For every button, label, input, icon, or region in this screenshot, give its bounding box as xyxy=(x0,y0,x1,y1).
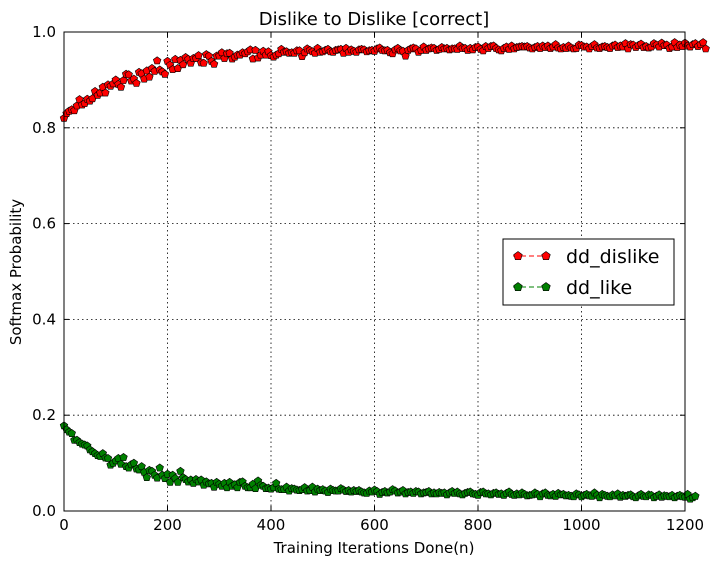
data-point-dd-dislike xyxy=(178,60,188,69)
y-tick-labels: 0.0 0.2 0.4 0.6 0.8 1.0 xyxy=(32,23,56,520)
data-point-dd-dislike xyxy=(199,58,208,67)
legend-marker-dd-like xyxy=(513,282,523,291)
data-point-dd-like xyxy=(137,462,146,470)
series-dd-dislike xyxy=(59,38,710,122)
data-point-dd-dislike xyxy=(698,38,708,47)
data-point-dd-like xyxy=(142,473,151,482)
plot-series xyxy=(59,38,710,503)
data-point-dd-dislike xyxy=(152,56,162,65)
chart-title: Dislike to Dislike [correct] xyxy=(259,9,490,30)
data-point-dd-like xyxy=(691,491,700,500)
series-dd-like xyxy=(59,421,700,503)
grid xyxy=(64,32,685,511)
data-point-dd-like xyxy=(103,453,113,462)
data-point-dd-like xyxy=(272,478,281,487)
legend-label-dd-dislike: dd_dislike xyxy=(566,246,659,268)
data-point-dd-dislike xyxy=(194,51,203,60)
y-tick-label: 0.2 xyxy=(32,406,56,424)
data-point-dd-like xyxy=(155,463,164,472)
x-tick-label: 800 xyxy=(464,516,493,534)
data-point-dd-like xyxy=(67,429,76,437)
x-tick-label: 1000 xyxy=(562,516,600,534)
x-tick-label: 400 xyxy=(257,516,286,534)
x-tick-label: 200 xyxy=(153,516,182,534)
y-tick-label: 0.8 xyxy=(32,119,56,137)
data-point-dd-like xyxy=(119,452,128,461)
x-tick-label: 1200 xyxy=(666,516,704,534)
data-point-dd-dislike xyxy=(209,59,219,68)
axis-ticks xyxy=(63,31,686,512)
data-point-dd-dislike xyxy=(160,69,170,78)
data-point-dd-dislike xyxy=(101,88,110,97)
x-tick-labels: 0 200 400 600 800 1000 1200 xyxy=(59,516,704,534)
data-point-dd-dislike xyxy=(251,45,260,54)
y-tick-label: 0.0 xyxy=(32,502,56,520)
data-point-dd-dislike xyxy=(119,76,128,84)
legend-marker-dd-dislike xyxy=(541,251,551,260)
data-point-dd-dislike xyxy=(701,44,710,53)
data-point-dd-dislike xyxy=(401,51,410,60)
y-tick-label: 1.0 xyxy=(32,23,56,41)
x-tick-label: 0 xyxy=(59,516,69,534)
data-point-dd-dislike xyxy=(116,82,126,91)
legend-frame xyxy=(502,238,675,306)
y-tick-label: 0.4 xyxy=(32,310,56,328)
data-point-dd-dislike xyxy=(145,72,154,81)
legend: dd_dislike dd_like xyxy=(502,238,675,306)
legend-marker-dd-like xyxy=(541,282,551,291)
legend-label-dd-like: dd_like xyxy=(566,277,632,299)
data-point-dd-like xyxy=(176,466,185,475)
data-point-dd-dislike xyxy=(225,48,234,57)
x-tick-label: 600 xyxy=(360,516,389,534)
data-point-dd-dislike xyxy=(124,70,133,79)
data-point-dd-dislike xyxy=(132,78,141,87)
y-tick-label: 0.6 xyxy=(32,215,56,233)
x-axis-label: Training Iterations Done(n) xyxy=(273,539,475,557)
data-point-dd-like xyxy=(129,458,139,467)
y-axis-label: Softmax Probability xyxy=(7,199,25,345)
legend-marker-dd-dislike xyxy=(513,251,523,260)
